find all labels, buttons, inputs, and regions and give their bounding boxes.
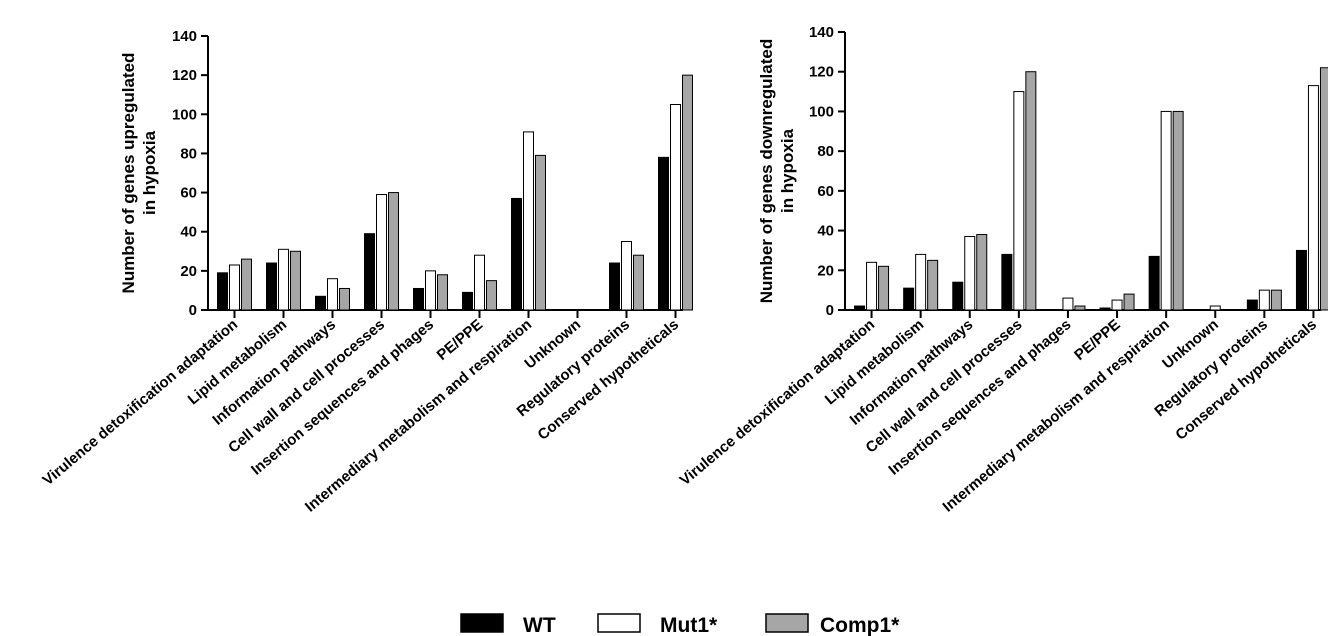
bar-wt-lipid-metabolism <box>266 262 277 311</box>
bar-mut1-virulence-detoxification-adaptation <box>229 264 240 311</box>
bar-mut1-conserved-hypotheticals <box>1307 85 1319 311</box>
bar-comp1-regulatory-proteins <box>1270 289 1282 311</box>
bar-mut1-regulatory-proteins <box>1258 289 1270 311</box>
bar-wt-pe-ppe <box>462 291 473 311</box>
bar-comp1-virulence-detoxification-adaptation <box>241 258 252 311</box>
bar-wt-pe-ppe <box>1099 307 1111 311</box>
bar-comp1-information-pathways <box>339 287 350 311</box>
x-tick-label-intermediary-metabolism-and-respiration: Intermediary metabolism and respiration <box>302 316 535 515</box>
y-axis-title-line: Number of genes upregulated <box>119 53 138 294</box>
bar-mut1-pe-ppe <box>474 254 485 311</box>
y-tick-label: 20 <box>180 263 197 280</box>
chart-upregulated: 0 20 40 60 80 100 120 140 Number of genes upregu… <box>39 28 693 516</box>
bar-mut1-lipid-metabolism <box>278 248 289 311</box>
y-tick-label: 100 <box>172 106 197 123</box>
bar-comp1-lipid-metabolism <box>290 250 301 311</box>
bar-comp1-insertion-sequences-and-phages <box>1074 305 1086 311</box>
bar-mut1-insertion-sequences-and-phages <box>1062 297 1074 311</box>
bar-comp1-intermediary-metabolism-and-respiration <box>535 154 546 311</box>
bar-wt-information-pathways <box>952 281 964 311</box>
y-axis-title: Number of genes downregulated in hypoxia <box>757 39 797 303</box>
bar-wt-virulence-detoxification-adaptation <box>217 272 228 311</box>
legend-swatch-wt <box>460 613 504 633</box>
legend: WT Mut1* Comp1* <box>460 613 900 636</box>
bar-mut1-intermediary-metabolism-and-respiration <box>1160 110 1172 311</box>
bar-comp1-regulatory-proteins <box>633 254 644 311</box>
x-tick-label-virulence-detoxification-adaptation: Virulence detoxification adaptation <box>676 316 878 489</box>
legend-swatch-comp1 <box>765 613 809 633</box>
bar-mut1-insertion-sequences-and-phages <box>425 270 436 311</box>
bar-comp1-virulence-detoxification-adaptation <box>878 265 890 311</box>
bar-wt-cell-wall-and-cell-processes <box>1001 253 1013 311</box>
y-axis-title-line: in hypoxia <box>140 130 159 215</box>
y-axis-title-line: in hypoxia <box>778 128 797 213</box>
bar-mut1-information-pathways <box>964 236 976 311</box>
bar-wt-regulatory-proteins <box>609 262 620 311</box>
y-tick-label: 40 <box>180 224 197 241</box>
bar-comp1-lipid-metabolism <box>927 259 939 311</box>
bar-wt-regulatory-proteins <box>1246 299 1258 311</box>
y-tick-label: 80 <box>817 143 834 160</box>
legend-label-comp1: Comp1* <box>820 614 900 636</box>
bar-mut1-lipid-metabolism <box>915 253 927 311</box>
bar-mut1-virulence-detoxification-adaptation <box>866 261 878 311</box>
bar-comp1-information-pathways <box>976 234 988 311</box>
bar-wt-insertion-sequences-and-phages <box>413 287 424 311</box>
bar-wt-lipid-metabolism <box>903 287 915 311</box>
bar-mut1-unknown <box>1209 305 1221 311</box>
y-tick-label: 60 <box>180 185 197 202</box>
bar-mut1-intermediary-metabolism-and-respiration <box>523 131 534 311</box>
y-axis-title-line: Number of genes downregulated <box>757 39 776 303</box>
bar-comp1-pe-ppe <box>1123 293 1135 311</box>
bar-mut1-regulatory-proteins <box>621 241 632 311</box>
y-tick-label: 0 <box>189 302 197 319</box>
y-tick-label: 140 <box>809 24 834 41</box>
bar-wt-intermediary-metabolism-and-respiration <box>511 197 522 311</box>
y-tick-label: 60 <box>817 183 834 200</box>
bar-comp1-conserved-hypotheticals <box>1319 67 1328 311</box>
y-tick-label: 80 <box>180 145 197 162</box>
bar-wt-virulence-detoxification-adaptation <box>854 305 866 311</box>
bar-mut1-conserved-hypotheticals <box>670 104 681 311</box>
legend-swatch-mut1 <box>597 613 641 633</box>
y-tick-label: 20 <box>817 262 834 279</box>
x-tick-label-intermediary-metabolism-and-respiration: Intermediary metabolism and respiration <box>940 316 1173 515</box>
bar-wt-conserved-hypotheticals <box>1295 249 1307 311</box>
legend-label-mut1: Mut1* <box>660 614 718 636</box>
y-tick-label: 100 <box>809 103 834 120</box>
chart-downregulated: 0 20 40 60 80 100 120 140 Number of genes downre… <box>676 24 1328 516</box>
bar-wt-cell-wall-and-cell-processes <box>364 233 375 311</box>
bar-mut1-pe-ppe <box>1111 299 1123 311</box>
bar-wt-conserved-hypotheticals <box>658 156 669 311</box>
bar-comp1-cell-wall-and-cell-processes <box>1025 71 1037 311</box>
bar-wt-information-pathways <box>315 295 326 311</box>
bar-comp1-pe-ppe <box>486 280 497 311</box>
bar-comp1-insertion-sequences-and-phages <box>437 274 448 311</box>
bar-wt-intermediary-metabolism-and-respiration <box>1148 255 1160 311</box>
y-tick-label: 120 <box>809 64 834 81</box>
x-tick-label-virulence-detoxification-adaptation: Virulence detoxification adaptation <box>39 316 241 489</box>
y-tick-label: 40 <box>817 223 834 240</box>
y-tick-label: 140 <box>172 28 197 45</box>
bar-mut1-cell-wall-and-cell-processes <box>376 194 387 311</box>
bar-mut1-cell-wall-and-cell-processes <box>1013 91 1025 311</box>
x-tick-label-insertion-sequences-and-phages: Insertion sequences and phages <box>885 316 1074 479</box>
y-axis-title: Number of genes upregulated in hypoxia <box>119 53 159 294</box>
legend-label-wt: WT <box>523 614 556 636</box>
bar-mut1-information-pathways <box>327 278 338 311</box>
y-tick-label: 0 <box>826 302 834 319</box>
bar-comp1-cell-wall-and-cell-processes <box>388 192 399 311</box>
bar-comp1-intermediary-metabolism-and-respiration <box>1172 110 1184 311</box>
y-tick-label: 120 <box>172 67 197 84</box>
bar-comp1-conserved-hypotheticals <box>682 74 693 311</box>
